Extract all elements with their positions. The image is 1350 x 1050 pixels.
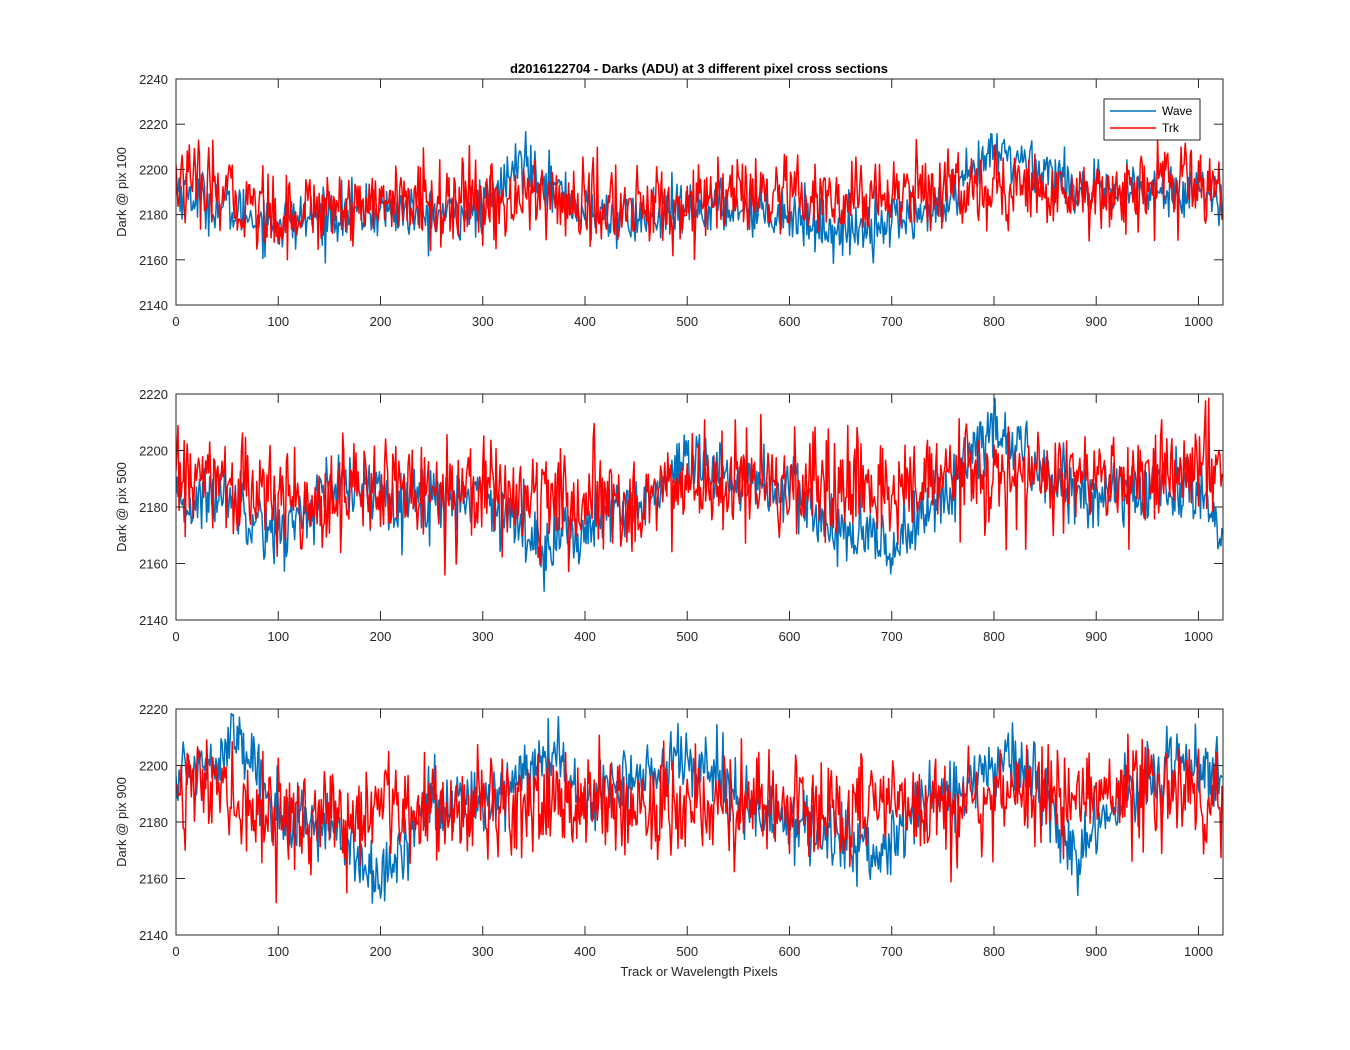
legend-label-trk: Trk <box>1162 121 1180 135</box>
x-tick-label: 700 <box>881 944 903 959</box>
legend-box <box>1103 98 1201 141</box>
x-tick-label: 700 <box>881 314 903 329</box>
x-tick-label: 1000 <box>1184 629 1213 644</box>
series-line-wave <box>176 397 1223 592</box>
y-tick-label: 2200 <box>139 162 168 177</box>
x-tick-label: 200 <box>370 314 392 329</box>
legend-label-wave: Wave <box>1162 104 1193 118</box>
x-tick-label: 0 <box>172 314 179 329</box>
x-tick-label: 400 <box>574 944 596 959</box>
x-tick-label: 900 <box>1085 314 1107 329</box>
x-tick-label: 900 <box>1085 944 1107 959</box>
y-tick-label: 2220 <box>139 117 168 132</box>
y-tick-label: 2160 <box>139 557 168 572</box>
y-tick-label: 2240 <box>139 72 168 87</box>
series-line-trk <box>176 138 1223 261</box>
y-tick-label: 2140 <box>139 298 168 313</box>
x-tick-label: 0 <box>172 629 179 644</box>
y-axis-label: Dark @ pix 500 <box>114 462 129 552</box>
figure-title: d2016122704 - Darks (ADU) at 3 different… <box>510 61 888 76</box>
x-tick-label: 400 <box>574 629 596 644</box>
x-tick-label: 500 <box>676 629 698 644</box>
y-tick-label: 2180 <box>139 815 168 830</box>
subplot-2: 0 100 200 300 400 500 600 700 800 900 1000 2140 2160… <box>114 387 1224 644</box>
y-tick-label: 2220 <box>139 387 168 402</box>
y-axis-label: Dark @ pix 100 <box>114 147 129 237</box>
y-tick-label: 2160 <box>139 872 168 887</box>
y-tick-label: 2180 <box>139 208 168 223</box>
x-tick-label: 100 <box>267 629 289 644</box>
x-tick-label: 500 <box>676 314 698 329</box>
x-tick-label: 400 <box>574 314 596 329</box>
subplot-3: 0 100 200 300 400 500 600 700 800 900 1000 2140 2160… <box>114 702 1224 959</box>
y-tick-label: 2200 <box>139 444 168 459</box>
subplots: 0 100 200 300 400 500 600 700 800 900 100021402160… <box>114 72 1224 959</box>
series-line-trk <box>176 397 1223 576</box>
x-tick-label: 1000 <box>1184 314 1213 329</box>
x-tick-label: 600 <box>779 314 801 329</box>
y-tick-label: 2140 <box>139 928 168 943</box>
x-tick-label: 900 <box>1085 629 1107 644</box>
y-tick-label: 2140 <box>139 613 168 628</box>
y-tick-label: 2180 <box>139 500 168 515</box>
x-tick-label: 300 <box>472 629 494 644</box>
series-line-trk <box>176 733 1223 904</box>
legend: Wave Trk <box>1103 98 1201 141</box>
x-tick-label: 600 <box>779 944 801 959</box>
x-tick-label: 1000 <box>1184 944 1213 959</box>
y-axis-label: Dark @ pix 900 <box>114 777 129 867</box>
y-tick-label: 2220 <box>139 702 168 717</box>
x-tick-label: 300 <box>472 944 494 959</box>
x-tick-label: 800 <box>983 944 1005 959</box>
x-tick-label: 200 <box>370 944 392 959</box>
x-tick-label: 300 <box>472 314 494 329</box>
x-tick-label: 800 <box>983 629 1005 644</box>
x-tick-label: 100 <box>267 944 289 959</box>
x-tick-label: 700 <box>881 629 903 644</box>
axes-box <box>175 78 1224 306</box>
subplot-1: 0 100 200 300 400 500 600 700 800 900 1000 2140 2160… <box>114 72 1224 329</box>
y-tick-label: 2200 <box>139 759 168 774</box>
x-tick-label: 500 <box>676 944 698 959</box>
x-tick-label: 0 <box>172 944 179 959</box>
y-tick-label: 2160 <box>139 253 168 268</box>
x-tick-label: 600 <box>779 629 801 644</box>
x-tick-label: 200 <box>370 629 392 644</box>
x-tick-label: 800 <box>983 314 1005 329</box>
x-axis-label: Track or Wavelength Pixels <box>620 964 778 979</box>
x-tick-label: 100 <box>267 314 289 329</box>
